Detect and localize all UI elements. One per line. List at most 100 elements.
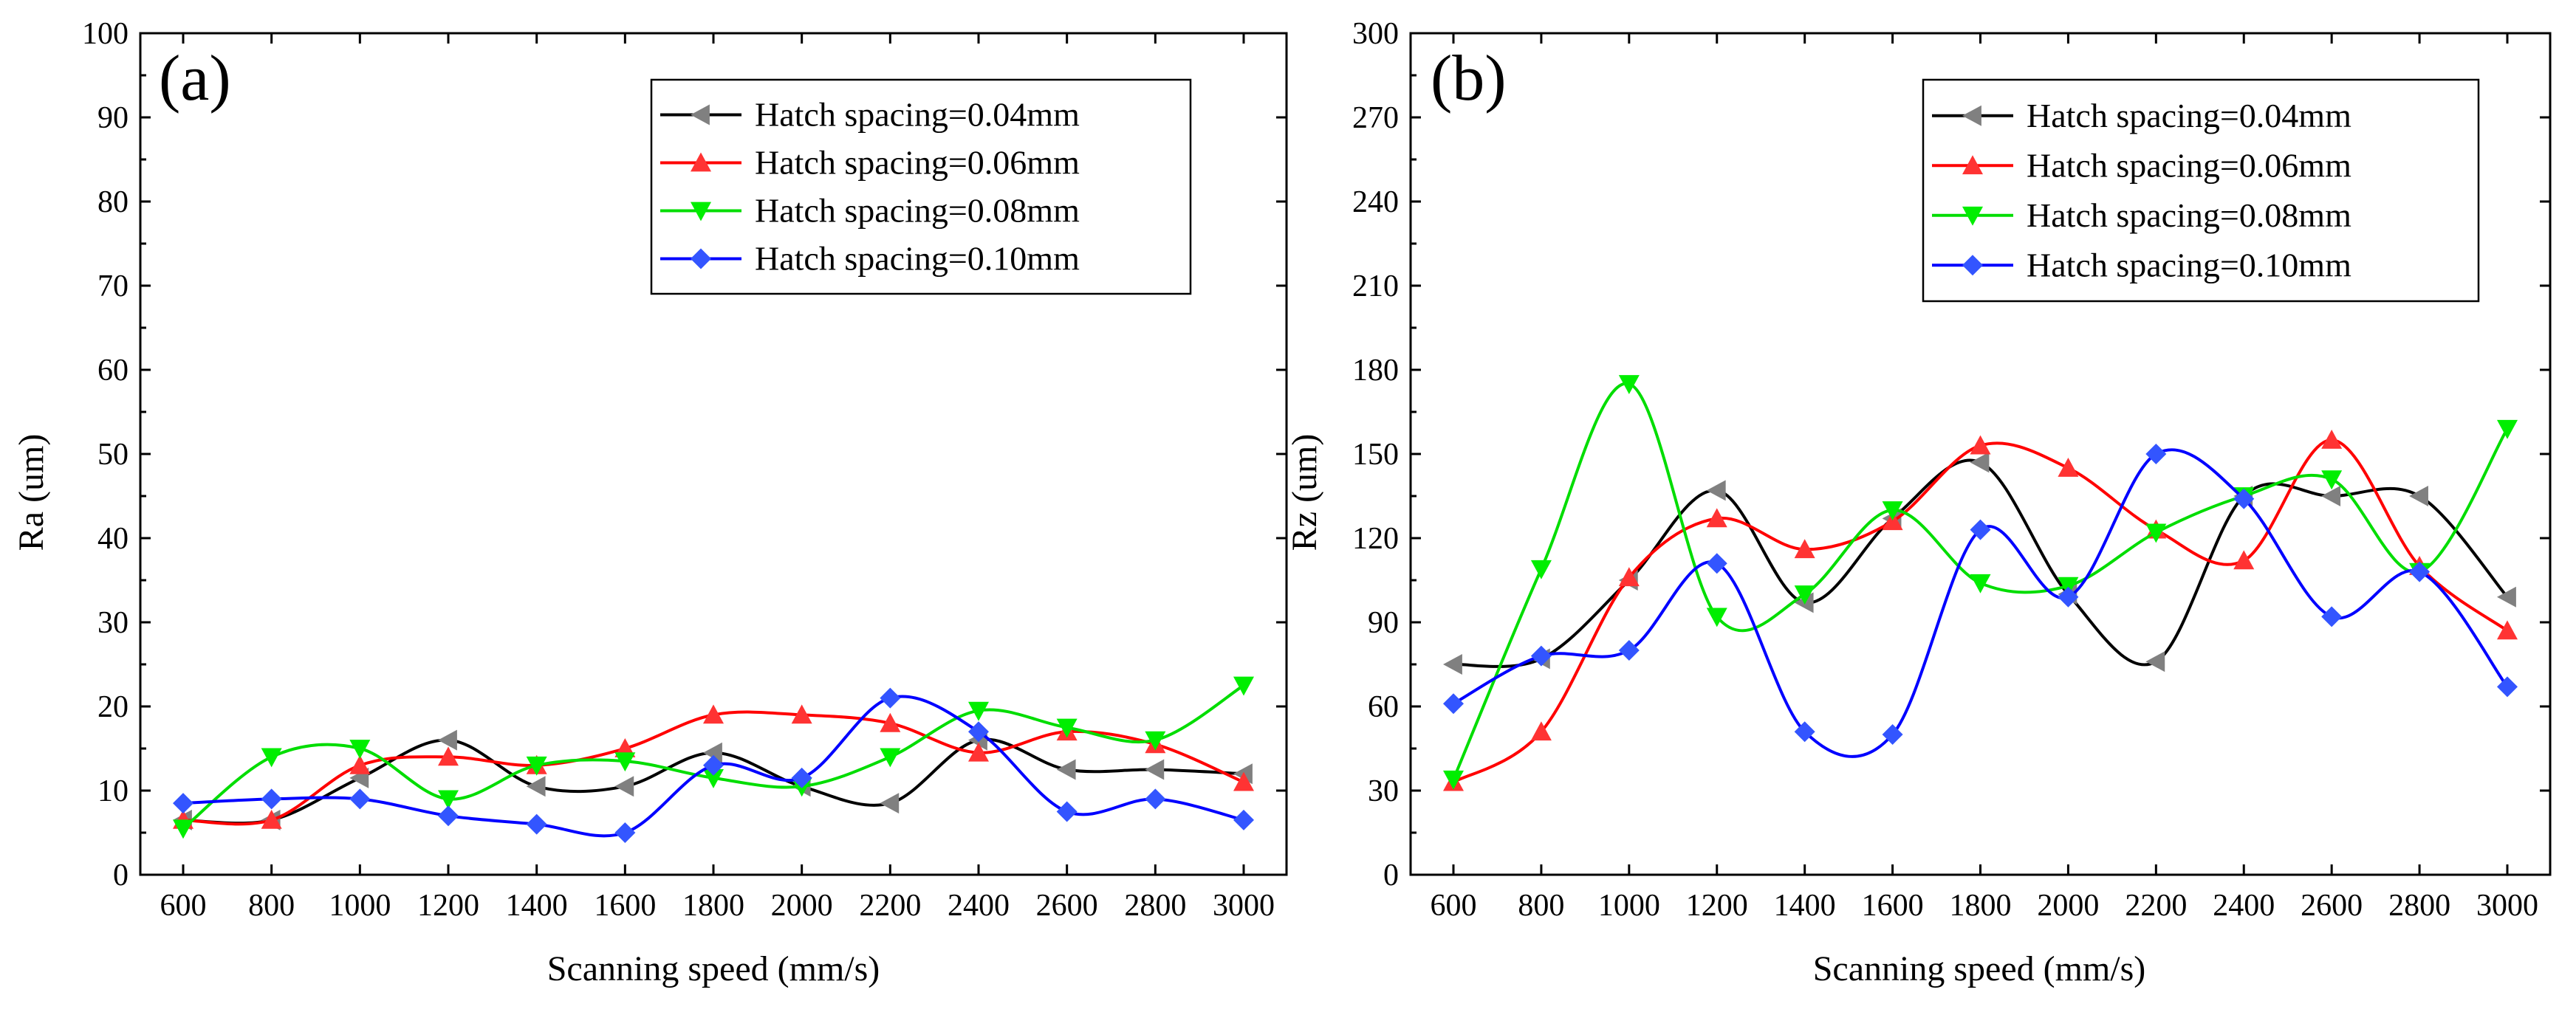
x-tick-label: 1800 [1950, 889, 2012, 923]
data-point [2497, 676, 2518, 698]
data-point [438, 790, 459, 810]
legend-item: Hatch spacing=0.06mm [1932, 146, 2351, 184]
plot-frame [139, 32, 1288, 876]
data-point [1794, 721, 1815, 743]
data-point [1530, 645, 1552, 667]
y-tick-label: 80 [97, 185, 129, 219]
x-tick-label: 2200 [859, 889, 921, 923]
y-tick-label: 0 [113, 859, 129, 892]
data-point [2058, 577, 2079, 596]
data-point [2145, 651, 2165, 672]
legend-marker [1962, 255, 1983, 276]
x-tick-label: 2000 [2037, 889, 2099, 923]
data-point [880, 748, 901, 768]
data-point [1618, 567, 1640, 587]
y-tick-label: 90 [97, 101, 129, 135]
y-tick-label: 100 [82, 17, 129, 51]
data-point [526, 756, 547, 776]
data-point [1970, 519, 1991, 540]
data-point [1794, 585, 1815, 605]
data-point [1794, 539, 1815, 559]
data-point [2233, 550, 2255, 570]
legend-label: Hatch spacing=0.06mm [2027, 146, 2351, 184]
y-tick-label: 40 [97, 522, 129, 556]
data-point [2497, 620, 2518, 640]
data-point [968, 742, 989, 762]
data-point [1443, 693, 1464, 715]
data-point [1882, 501, 1903, 520]
legend-label: Hatch spacing=0.04mm [2027, 97, 2351, 134]
data-point [1443, 770, 1464, 790]
x-tick-label: 600 [1431, 889, 1477, 923]
data-point [1145, 788, 1166, 810]
y-tick-label: 90 [1368, 606, 1399, 640]
x-tick-label: 1000 [329, 889, 391, 923]
data-point [1530, 560, 1552, 579]
y-tick-label: 10 [97, 774, 129, 808]
data-point [1970, 452, 1990, 473]
legend-item: Hatch spacing=0.10mm [660, 240, 1080, 278]
data-point [703, 754, 724, 776]
x-tick-label: 1400 [506, 889, 568, 923]
x-tick-label: 800 [248, 889, 295, 923]
data-point [2233, 488, 2255, 509]
legend-marker [691, 248, 711, 269]
data-point [2058, 458, 2079, 477]
data-point [1706, 508, 1727, 528]
data-point [261, 748, 282, 768]
plot-frame [1409, 32, 2552, 876]
plot-area-border [139, 32, 1288, 876]
x-tick-label: 1400 [1774, 889, 1836, 923]
y-tick-label: 210 [1352, 269, 1399, 303]
data-point [880, 712, 901, 732]
data-point [614, 822, 636, 843]
x-tick-label: 3000 [1213, 889, 1275, 923]
data-series [1443, 375, 2518, 791]
legend-marker [1962, 105, 1981, 126]
legend-marker [1962, 155, 1983, 175]
x-tick-label: 600 [160, 889, 207, 923]
legend-item: Hatch spacing=0.04mm [1932, 97, 2351, 134]
panel-label: (a) [159, 43, 231, 114]
y-tick-label: 180 [1352, 354, 1399, 388]
legend: Hatch spacing=0.04mm Hatch spacing=0.06mm… [650, 78, 1192, 295]
data-point [2321, 430, 2343, 449]
legend-item: Hatch spacing=0.10mm [1932, 246, 2351, 283]
data-point [2145, 444, 2167, 464]
legend-box [1922, 78, 2480, 303]
data-point [261, 809, 282, 829]
x-tick-label: 2800 [1124, 889, 1186, 923]
data-point [438, 729, 457, 751]
data-point [703, 742, 722, 763]
chart-panel-a: (a) Scanning speed (mm/s) Ra (um) 0 10 20 3… [12, 17, 1288, 988]
y-tick-label: 60 [1368, 690, 1399, 724]
data-point [703, 769, 724, 788]
data-point [703, 704, 724, 724]
x-tick-label: 2200 [2125, 889, 2187, 923]
data-point [173, 819, 193, 839]
legend-label: Hatch spacing=0.06mm [755, 144, 1080, 182]
data-point [438, 746, 459, 766]
data-point [1233, 676, 1254, 696]
data-point [526, 813, 547, 835]
y-tick-label: 50 [97, 438, 129, 472]
data-point [2409, 561, 2431, 582]
data-point [1706, 553, 1727, 574]
x-tick-label: 1000 [1598, 889, 1660, 923]
legend-item: Hatch spacing=0.08mm [1932, 196, 2351, 234]
data-point [880, 687, 901, 709]
series-line [1453, 458, 2509, 668]
data-point [1056, 801, 1078, 822]
chart-panel-b: (b) Scanning speed (mm/s) Rz (um) 0 30 60 9… [1285, 17, 2552, 988]
data-point [968, 721, 989, 743]
data-series [173, 676, 1254, 843]
data-point [1706, 480, 1726, 501]
x-tick-label: 1600 [1862, 889, 1924, 923]
data-point [2321, 486, 2341, 506]
x-tick-label: 2800 [2388, 889, 2450, 923]
data-point [1443, 654, 1462, 675]
x-axis-title: Scanning speed (mm/s) [547, 949, 880, 988]
data-point [880, 793, 900, 814]
legend-label: Hatch spacing=0.10mm [2027, 246, 2351, 283]
